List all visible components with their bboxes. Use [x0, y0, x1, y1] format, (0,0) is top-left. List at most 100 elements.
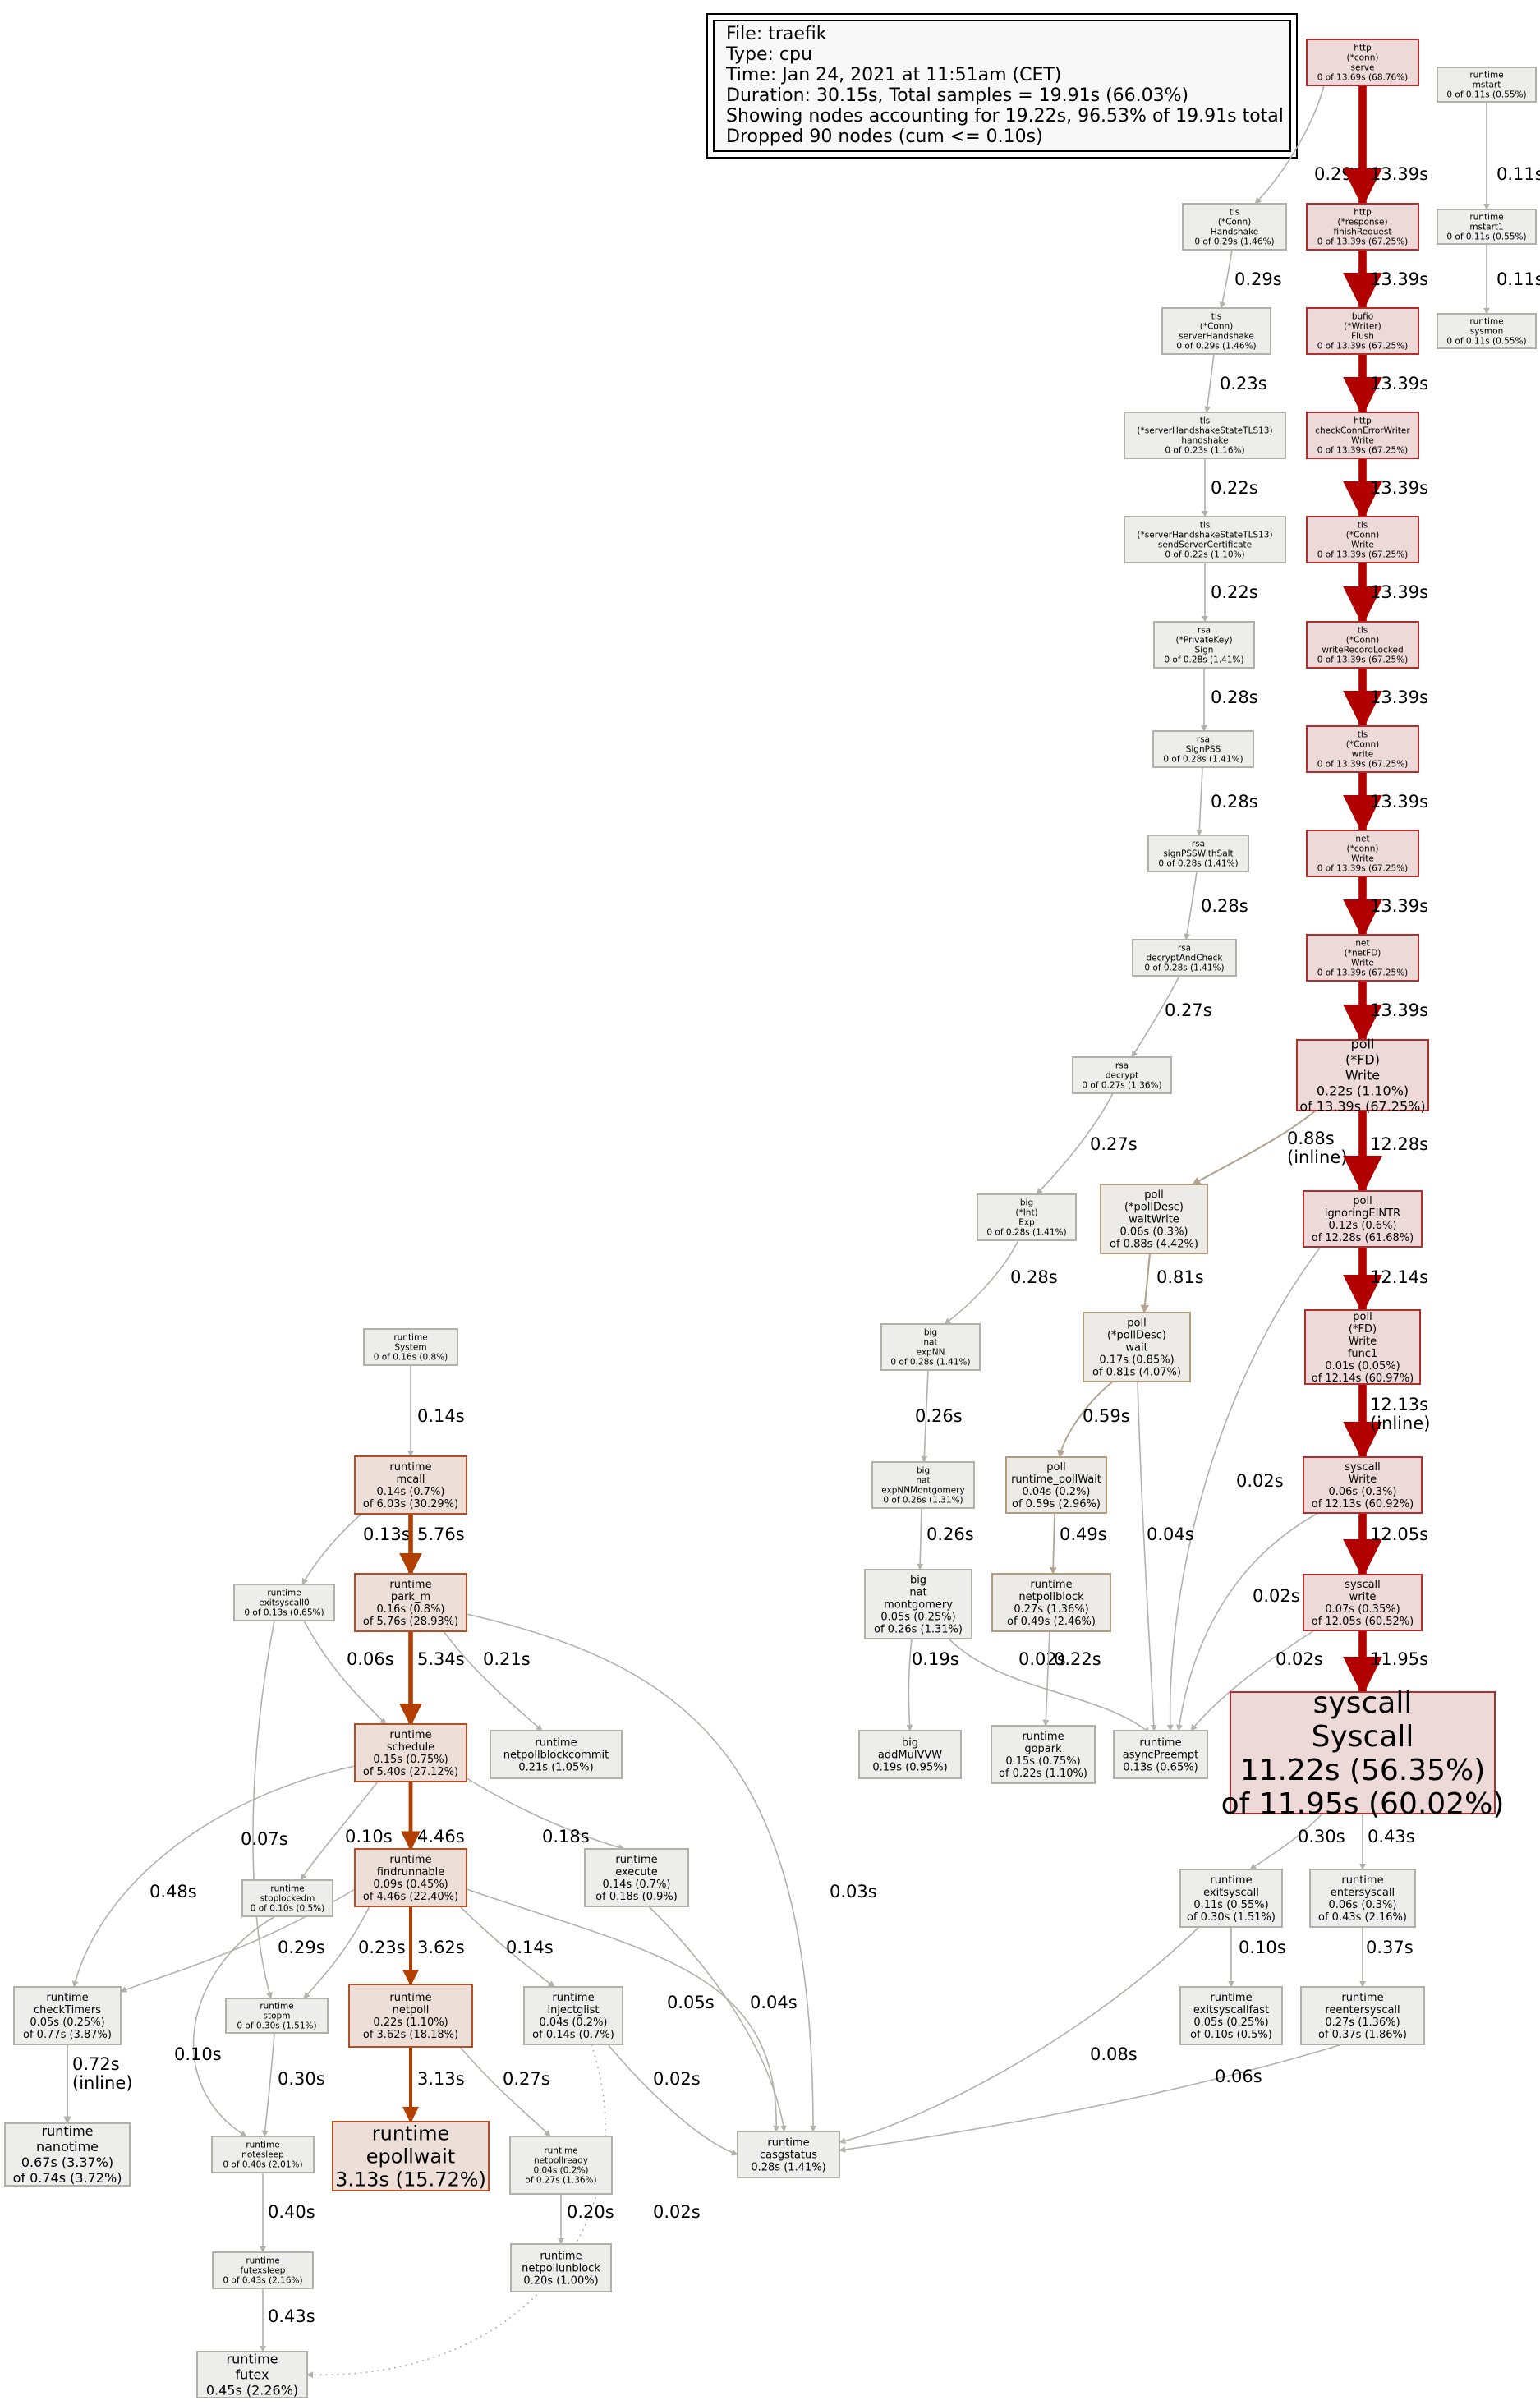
node-box — [363, 1328, 458, 1366]
node-box — [4, 2122, 131, 2187]
node-text: 0.05s (0.25%) — [30, 2016, 104, 2029]
node-package: big — [917, 1466, 930, 1476]
edge-line — [917, 1507, 924, 1570]
legend-time: Time: Jan 24, 2021 at 11:51am (CET) — [725, 65, 1061, 85]
node-package: runtime — [1139, 1737, 1181, 1750]
edge-syscall_Syscall-to-runtime_entersyscall: 0.43s — [1359, 1814, 1415, 1870]
edge-big_expNN-to-big_expNNMontgomery: 0.26s — [915, 1369, 963, 1463]
node-package: http — [1354, 208, 1372, 218]
node-text: 0 of 0.16s (0.8%) — [374, 1353, 448, 1363]
edge-poll_FD_Write-to-poll_waitWrite: 0.88s(inline) — [1192, 1110, 1347, 1185]
node-tls13-handshake[interactable]: tls(*serverHandshakeStateTLS13)handshake… — [1124, 412, 1286, 459]
node-text: entersyscall — [1331, 1887, 1395, 1899]
node-box — [509, 2136, 613, 2195]
node-tls13-sendServerCertificate[interactable]: tls(*serverHandshakeStateTLS13)sendServe… — [1124, 516, 1286, 563]
node-text: exitsyscall0 — [259, 1598, 309, 1608]
legend-dropped: Dropped 90 nodes (cum <= 0.10s) — [726, 126, 1043, 147]
edge-line — [1204, 353, 1215, 413]
node-text: 0.12s (0.6%) — [1328, 1220, 1396, 1232]
edge-runtime_stoplockedm-to-runtime_notesleep: 0.10s — [174, 1915, 276, 2137]
node-package: runtime — [246, 2256, 279, 2266]
edge-line — [459, 1773, 625, 1851]
node-package: rsa — [1115, 1061, 1129, 1071]
node-box — [1072, 1056, 1172, 1094]
node-package: runtime — [389, 1992, 431, 2004]
node-box — [1179, 1986, 1283, 2045]
node-text: 0 of 13.39s (67.25%) — [1317, 864, 1409, 874]
edge-syscall_write-to-syscall_Syscall: 11.95s — [1343, 1630, 1428, 1696]
node-text: 0 of 0.11s (0.55%) — [1446, 337, 1526, 347]
node-text: 0 of 0.43s (2.16%) — [223, 2276, 302, 2286]
node-package: poll — [1351, 1037, 1375, 1052]
node-text: of 0.74s (3.72%) — [13, 2170, 122, 2186]
edge-net_conn_Write-to-net_netFD_Write: 13.39s — [1343, 876, 1428, 939]
edge-runtime_netpoll-to-runtime_epollwait: 3.13s — [402, 2047, 465, 2123]
edge-label: 0.26s — [915, 1406, 963, 1426]
node-box — [737, 2131, 840, 2178]
edge-line — [1137, 1381, 1157, 1731]
edge-runtime_findrunnable-to-runtime_injectglist: 0.14s — [459, 1906, 555, 1988]
